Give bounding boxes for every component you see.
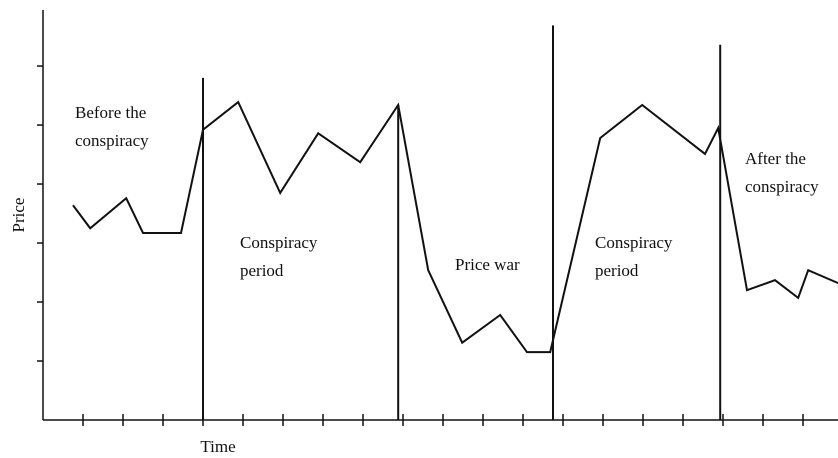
y-axis-label: Price xyxy=(9,198,28,233)
x-axis-label: Time xyxy=(200,437,235,456)
price-line xyxy=(72,100,838,354)
annotation: Price war xyxy=(455,255,520,274)
annotation: Before the conspiracy xyxy=(75,103,151,150)
annotation: Conspiracy period xyxy=(595,233,677,280)
annotation: Conspiracy period xyxy=(240,233,322,280)
annotation: After the conspiracy xyxy=(745,149,819,196)
